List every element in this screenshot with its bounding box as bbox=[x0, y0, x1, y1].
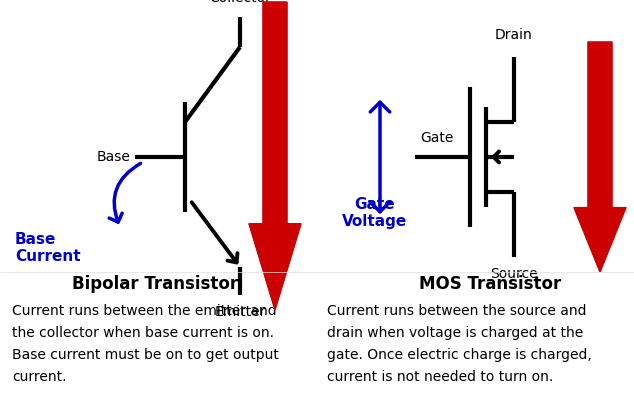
Text: Emitter: Emitter bbox=[214, 305, 266, 319]
Text: Output Current: Output Current bbox=[269, 101, 281, 191]
Text: Gate: Gate bbox=[420, 131, 453, 145]
Text: Source: Source bbox=[490, 267, 538, 281]
Text: Gate
Voltage: Gate Voltage bbox=[342, 197, 408, 229]
Text: Drain: Drain bbox=[495, 28, 533, 42]
Polygon shape bbox=[249, 2, 301, 310]
Text: Base
Current: Base Current bbox=[15, 232, 81, 265]
Text: Collector: Collector bbox=[209, 0, 271, 5]
Text: current.: current. bbox=[12, 370, 67, 384]
Text: drain when voltage is charged at the: drain when voltage is charged at the bbox=[327, 326, 583, 340]
Text: current is not needed to turn on.: current is not needed to turn on. bbox=[327, 370, 553, 384]
Text: MOS Transistor: MOS Transistor bbox=[419, 275, 561, 293]
Text: Base current must be on to get output: Base current must be on to get output bbox=[12, 348, 279, 362]
Text: Base: Base bbox=[96, 150, 130, 164]
Polygon shape bbox=[574, 42, 626, 272]
Text: gate. Once electric charge is charged,: gate. Once electric charge is charged, bbox=[327, 348, 592, 362]
Text: Current runs between the emitter and: Current runs between the emitter and bbox=[12, 304, 276, 318]
Text: Output Current: Output Current bbox=[593, 102, 607, 192]
Text: Current runs between the source and: Current runs between the source and bbox=[327, 304, 586, 318]
Text: the collector when base current is on.: the collector when base current is on. bbox=[12, 326, 274, 340]
Text: Bipolar Transistor: Bipolar Transistor bbox=[72, 275, 238, 293]
